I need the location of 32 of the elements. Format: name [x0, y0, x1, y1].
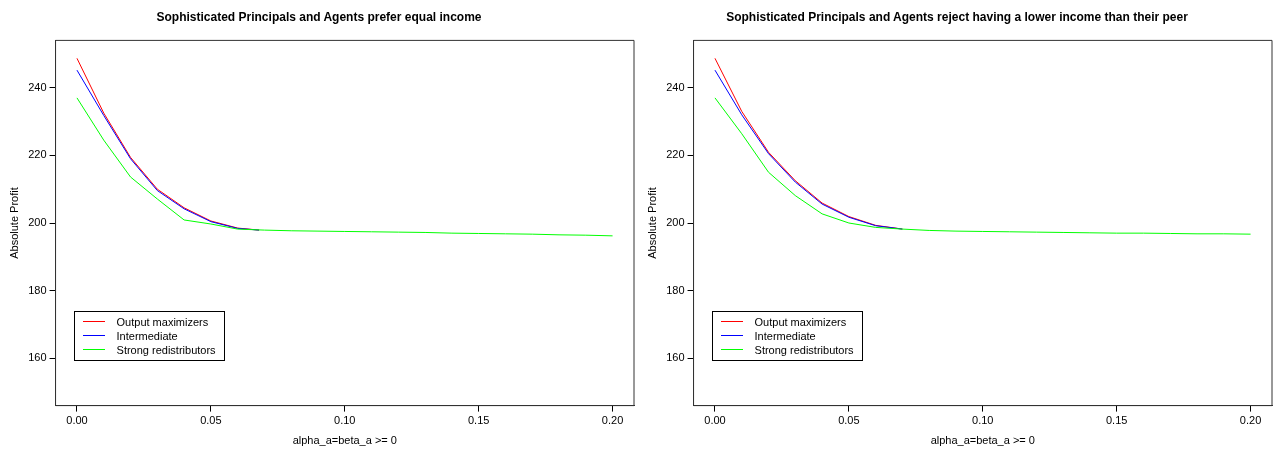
x-tick-label: 0.05: [838, 414, 860, 427]
chart-title: Sophisticated Principals and Agents prefer equal income: [156, 9, 482, 24]
x-tick-label: 0.05: [200, 414, 222, 427]
x-tick-label: 0.00: [704, 414, 726, 427]
y-tick-label: 240: [666, 80, 685, 93]
y-tick-label: 240: [28, 80, 47, 93]
x-tick-label: 0.20: [1239, 414, 1262, 427]
y-tick-label: 220: [666, 148, 685, 161]
x-tick-label: 0.10: [972, 414, 994, 427]
x-tick-label: 0.15: [467, 414, 490, 427]
legend-label: Intermediate: [116, 328, 178, 343]
legend-label: Output maximizers: [754, 314, 847, 329]
chart-title: Sophisticated Principals and Agents reject having a lower income than their peer: [726, 9, 1189, 24]
y-tick-label: 220: [28, 148, 47, 161]
y-tick-label: 200: [28, 216, 47, 229]
legend-label: Intermediate: [754, 328, 816, 343]
y-axis-title: Absolute Profit: [645, 187, 658, 259]
legend-label: Output maximizers: [116, 314, 209, 329]
x-tick-label: 0.20: [601, 414, 624, 427]
y-tick-label: 160: [666, 351, 685, 364]
y-tick-label: 180: [666, 283, 685, 296]
x-axis-title: alpha_a=beta_a >= 0: [930, 434, 1035, 447]
x-tick-label: 0.00: [66, 414, 88, 427]
y-tick-label: 180: [28, 283, 47, 296]
y-axis-title: Absolute Profit: [7, 187, 20, 259]
legend-label: Strong redistributors: [116, 342, 216, 357]
x-tick-label: 0.15: [1105, 414, 1128, 427]
y-tick-label: 200: [666, 216, 685, 229]
x-axis-title: alpha_a=beta_a >= 0: [292, 434, 397, 447]
legend-label: Strong redistributors: [754, 342, 854, 357]
y-tick-label: 160: [28, 351, 47, 364]
x-tick-label: 0.10: [334, 414, 356, 427]
